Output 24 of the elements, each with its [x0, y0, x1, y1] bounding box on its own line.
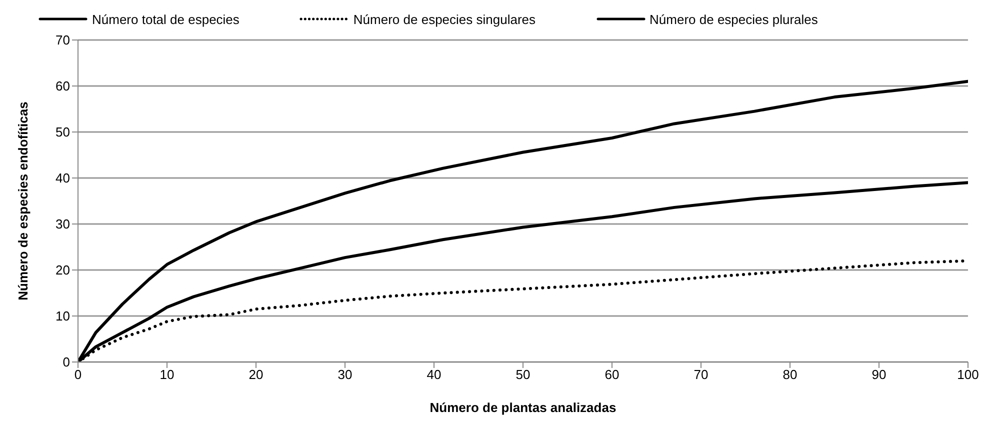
x-tick-label: 100	[957, 367, 979, 382]
legend-label: Número total de especies	[92, 12, 240, 26]
y-tick-label: 60	[56, 78, 70, 94]
x-tick-label: 20	[248, 367, 264, 382]
x-tick-label: 50	[516, 367, 530, 382]
y-tick-label: 20	[56, 262, 70, 278]
y-axis-title: Número de especies endofíticas	[16, 102, 31, 300]
y-tick-label: 30	[56, 216, 70, 232]
y-tick-label: 70	[56, 32, 70, 48]
x-tick-label: 10	[160, 367, 174, 382]
x-tick-label: 80	[782, 367, 798, 382]
x-tick-label: 0	[74, 367, 82, 382]
x-tick-label: 70	[694, 367, 708, 382]
x-axis-title: Número de plantas analizadas	[430, 400, 616, 415]
legend-label: Número de especies plurales	[650, 12, 818, 26]
x-tick-label: 90	[872, 367, 886, 382]
y-tick-label: 50	[56, 124, 70, 140]
legend-label: Número de especies singulares	[353, 12, 536, 26]
x-tick-label: 30	[338, 367, 352, 382]
x-tick-label: 60	[604, 367, 620, 382]
x-tick-label: 40	[426, 367, 442, 382]
y-tick-label: 0	[62, 354, 70, 370]
y-tick-label: 40	[56, 170, 70, 186]
y-tick-label: 10	[56, 308, 70, 324]
